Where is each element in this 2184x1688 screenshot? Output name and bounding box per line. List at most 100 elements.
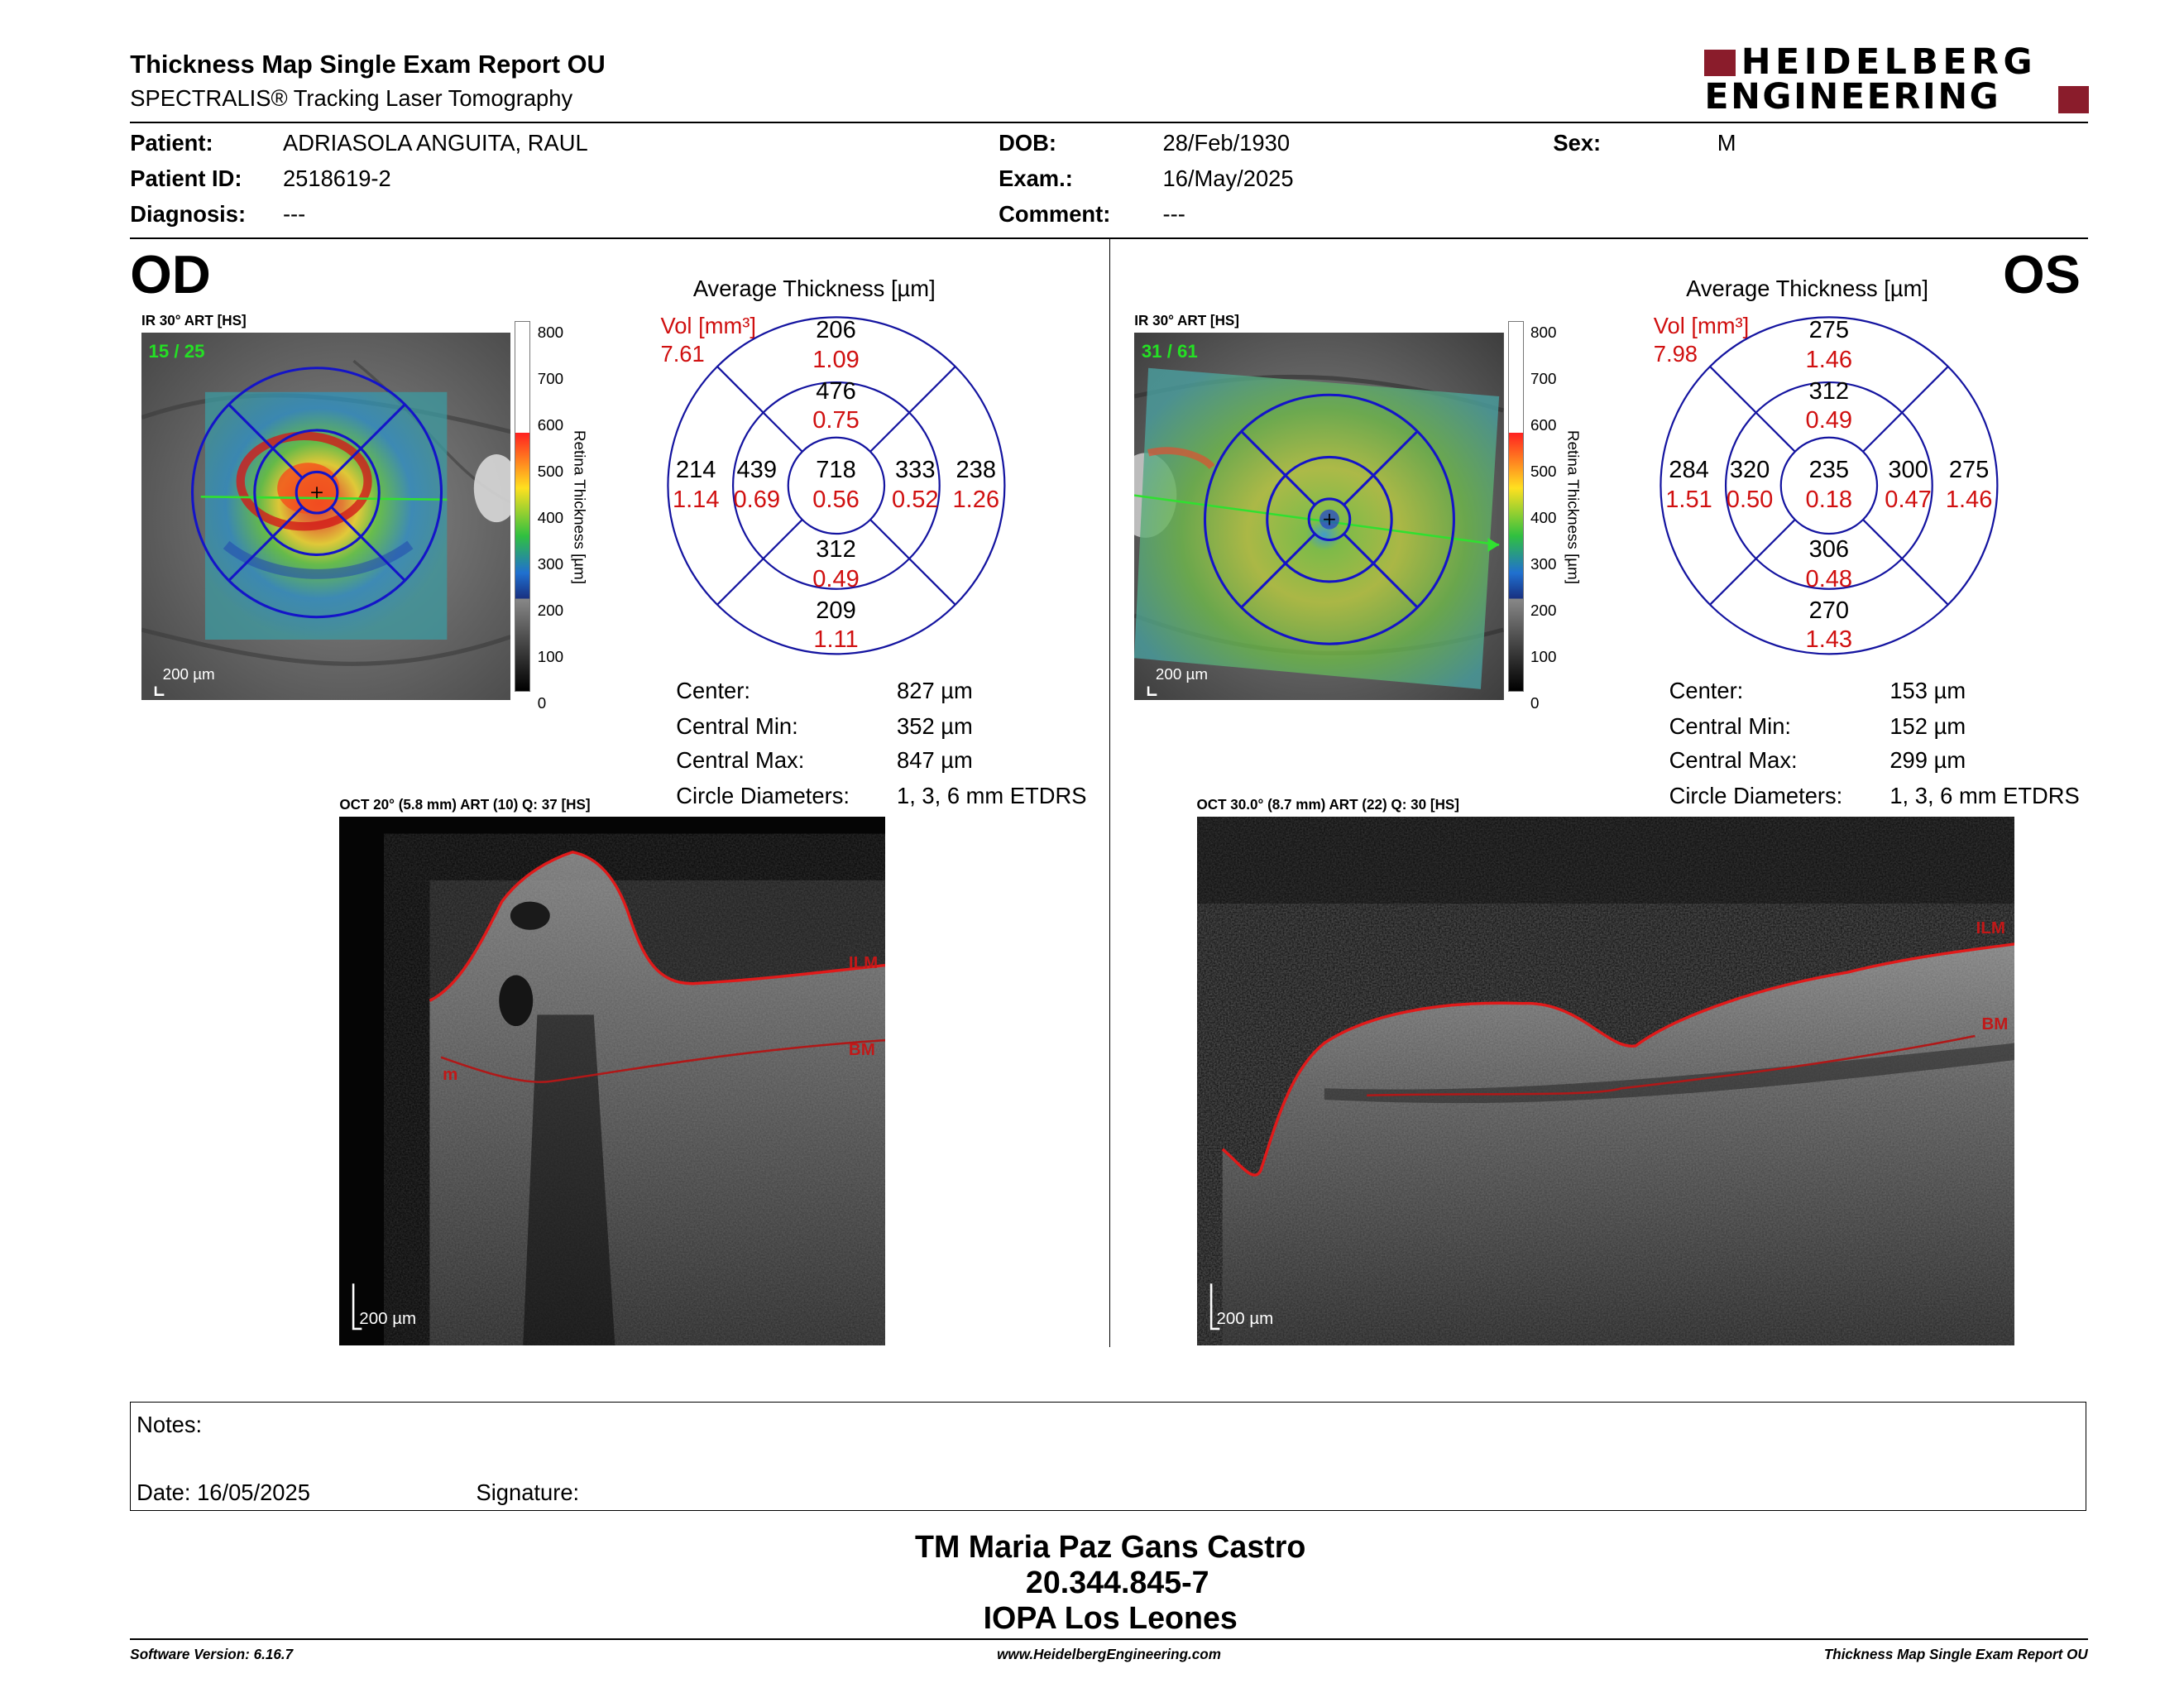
od-m-label: m [443,1065,458,1085]
comment-value: --- [1162,200,1185,227]
os-stat-label-3: Circle Diameters: [1669,782,1843,808]
os-outer-right-thickness: 275 [1948,457,1990,484]
od-center-volume: 0.56 [812,487,860,514]
od-ir-caption: IR 30° ART [HS] [141,312,247,328]
footer-report-title: Thickness Map Single Exam Report OU [1823,1647,2088,1663]
sex-value: M [1717,130,1736,156]
os-inner-right-thickness: 300 [1888,457,1928,484]
os-avg-title: Average Thickness [µm] [1686,276,1928,302]
diagnosis-label: Diagnosis: [130,200,247,227]
od-colorbar [515,321,531,693]
os-stat-value-2: 299 µm [1889,746,1966,773]
od-outer-left-thickness: 214 [675,457,716,484]
heidelberg-logo: HEIDELBERG ENGINEERING [1704,41,2090,117]
od-outer-inf-volume: 1.11 [813,626,859,654]
od-stat-value-1: 352 µm [897,712,973,739]
os-outer-right-volume: 1.46 [1945,487,1993,514]
os-outer-left-thickness: 284 [1669,457,1709,484]
od-colorbar-label: Retina Thickness [µm] [572,429,590,584]
od-inner-left-thickness: 439 [736,457,777,484]
signature-rut: 20.344.845-7 [1025,1565,1209,1600]
os-stat-value-1: 152 µm [1889,712,1966,739]
software-version: Software Version: 6.16.7 [130,1647,294,1663]
notes-box: Notes: Date: 16/05/2025 Signature: [130,1402,2087,1512]
os-colorbar-label: Retina Thickness [µm] [1564,429,1583,584]
od-stat-value-0: 827 µm [897,678,973,703]
od-bm-label: BM [848,1039,875,1059]
os-inner-sup-thickness: 312 [1808,377,1850,405]
comment-label: Comment: [999,200,1111,227]
os-inner-inf-volume: 0.48 [1805,565,1853,592]
od-stat-label-0: Center: [676,678,750,703]
od-outer-left-volume: 1.14 [672,487,720,514]
notes-label: Notes: [136,1411,203,1437]
patient-divider [130,237,2088,239]
os-colorbar [1507,321,1524,693]
os-center-volume: 0.18 [1805,487,1853,514]
os-center-thickness: 235 [1808,457,1850,484]
signature-clinic: IOPA Los Leones [983,1599,1238,1635]
od-vol-value: 7.61 [660,341,705,367]
od-ir-image: 15 / 25 200 µm [141,332,511,701]
os-inner-left-volume: 0.50 [1726,487,1774,514]
os-ir-caption: IR 30° ART [HS] [1134,312,1239,328]
os-frame-count: 31 / 61 [1141,341,1198,362]
exam-label: Exam.: [999,165,1073,192]
od-outer-sup-volume: 1.09 [812,346,860,373]
footer-divider [130,1638,2088,1640]
signature-label[interactable]: Signature: [476,1479,580,1505]
od-inner-left-volume: 0.69 [733,487,781,514]
report-subtitle: SPECTRALIS® Tracking Laser Tomography [130,84,573,111]
os-bm-label: BM [1981,1014,2009,1033]
signature-block: TM Maria Paz Gans Castro 20.344.845-7 IO… [707,1529,1514,1635]
website-link[interactable]: www.HeidelbergEngineering.com [997,1647,1221,1663]
od-outer-inf-thickness: 209 [816,597,856,624]
od-oct-svg [339,816,886,1346]
os-oct-svg [1196,816,2014,1346]
od-eye-label: OD [130,244,211,305]
os-stat-label-2: Central Max: [1669,746,1798,773]
od-etdrs-grid [666,315,1006,655]
os-inner-right-volume: 0.47 [1885,487,1932,514]
os-stat-label-0: Center: [1669,678,1744,703]
od-frame-count: 15 / 25 [148,341,205,362]
report-title: Thickness Map Single Exam Report OU [130,49,606,79]
notes-date: Date: 16/05/2025 [136,1479,310,1505]
os-vol-label: Vol [mm³] [1653,312,1750,338]
exam-value: 16/May/2025 [1162,165,1294,192]
os-stat-label-1: Central Min: [1669,712,1792,739]
od-inner-sup-thickness: 476 [816,377,856,405]
od-outer-right-thickness: 238 [956,457,996,484]
os-fundus-svg [1134,332,1504,701]
os-oct-scale: 200 µm [1216,1308,1274,1328]
od-oct-scale: 200 µm [359,1308,417,1328]
od-inner-sup-volume: 0.75 [812,407,860,434]
diagnosis-value: --- [282,200,306,227]
od-stat-value-2: 847 µm [897,746,973,773]
od-stat-label-3: Circle Diameters: [676,782,850,808]
os-ir-scale: 200 µm [1155,664,1208,683]
os-stat-value-0: 153 µm [1889,678,1966,703]
sex-label: Sex: [1553,130,1602,156]
od-outer-right-volume: 1.26 [952,487,1000,514]
od-oct-caption: OCT 20° (5.8 mm) ART (10) Q: 37 [HS] [339,796,591,813]
os-ir-image: 31 / 61 200 µm [1134,332,1504,701]
od-inner-right-thickness: 333 [895,457,936,484]
od-ir-scale: 200 µm [162,664,215,683]
os-ilm-label: ILM [1976,918,2005,938]
od-inner-inf-volume: 0.49 [812,565,860,592]
os-etdrs-grid [1660,315,1999,655]
os-colorbar-ticks: 800 700 600 500 400 300 200 100 0 [1530,324,1557,712]
logo-line1: HEIDELBERG [1741,41,2038,83]
od-inner-right-volume: 0.52 [891,487,939,514]
os-vol-value: 7.98 [1653,341,1698,367]
os-outer-inf-thickness: 270 [1808,597,1850,624]
od-ilm-label: ILM [848,953,879,973]
dob-value: 28/Feb/1930 [1162,130,1291,156]
od-oct-image: ILM BM m 200 µm [339,816,886,1346]
os-outer-inf-volume: 1.43 [1805,626,1853,654]
patient-label: Patient: [130,130,213,156]
os-outer-sup-thickness: 275 [1808,317,1850,343]
os-oct-caption: OCT 30.0° (8.7 mm) ART (22) Q: 30 [HS] [1196,796,1459,813]
od-inner-inf-thickness: 312 [816,536,856,563]
